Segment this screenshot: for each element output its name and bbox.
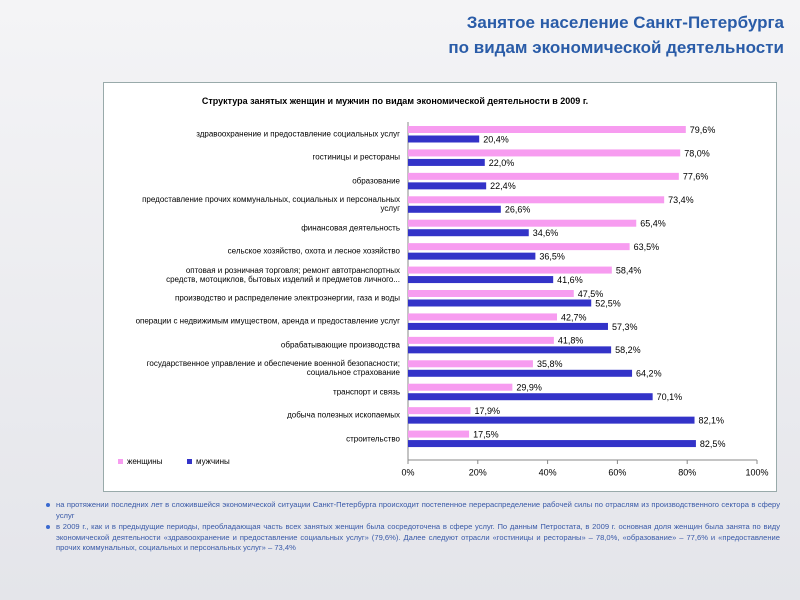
bar xyxy=(408,313,558,321)
bar xyxy=(408,369,633,377)
x-tick-label: 40% xyxy=(539,467,557,477)
x-tick-label: 100% xyxy=(745,467,768,477)
category-label: добыча полезных ископаемых xyxy=(287,410,400,420)
category-label: гостиницы и рестораны xyxy=(312,152,400,162)
x-tick-label: 0% xyxy=(401,467,414,477)
legend-swatch xyxy=(118,459,123,464)
bar xyxy=(408,196,665,204)
value-label: 22,0% xyxy=(489,158,515,168)
bullet-list: на протяжении последних лет в сложившейс… xyxy=(46,500,780,555)
value-label: 79,6% xyxy=(690,125,716,135)
value-label: 82,1% xyxy=(699,416,725,426)
title-line: Занятое население Санкт-Петербурга xyxy=(466,13,784,32)
value-label: 41,8% xyxy=(558,336,584,346)
value-label: 64,2% xyxy=(636,369,662,379)
value-label: 41,6% xyxy=(557,275,583,285)
legend-label: мужчины xyxy=(196,457,230,466)
bar xyxy=(408,322,608,330)
value-label: 58,2% xyxy=(615,345,641,355)
bar xyxy=(408,299,592,307)
bar xyxy=(408,440,696,448)
bar xyxy=(408,336,554,344)
bar xyxy=(408,407,471,415)
category-label: образование xyxy=(352,176,400,186)
value-label: 63,5% xyxy=(634,242,660,252)
category-label: сельское хозяйство, охота и лесное хозяй… xyxy=(227,246,400,256)
value-label: 34,6% xyxy=(533,228,559,238)
bar xyxy=(408,360,533,368)
category-label: транспорт и связь xyxy=(333,387,400,397)
value-label: 58,4% xyxy=(616,265,642,275)
bar xyxy=(408,205,501,213)
bar xyxy=(408,290,574,297)
category-label: финансовая деятельность xyxy=(301,223,400,233)
value-label: 29,9% xyxy=(516,383,542,393)
value-label: 78,0% xyxy=(684,148,710,158)
value-label: 52,5% xyxy=(595,298,621,308)
bar xyxy=(408,430,470,438)
value-label: 42,7% xyxy=(561,312,587,322)
chart-title: Структура занятых женщин и мужчин по вид… xyxy=(201,96,589,106)
value-label: 26,6% xyxy=(505,205,531,215)
bar xyxy=(408,182,487,190)
bar xyxy=(408,149,681,157)
x-tick-label: 20% xyxy=(469,467,487,477)
bar xyxy=(408,252,536,260)
value-label: 65,4% xyxy=(640,219,666,229)
category-label: обрабатывающие производства xyxy=(280,340,400,350)
bar xyxy=(408,346,612,354)
category-label: государственное управление и обеспечение… xyxy=(146,359,400,378)
bar xyxy=(408,416,695,424)
slide-title: Занятое население Санкт-Петербурга по ви… xyxy=(448,10,784,60)
value-label: 17,9% xyxy=(474,406,500,416)
value-label: 47,5% xyxy=(578,289,604,299)
bar xyxy=(408,126,686,133)
bullet: в 2009 г., как и в предыдущие периоды, п… xyxy=(46,522,780,554)
value-label: 57,3% xyxy=(612,322,638,332)
category-label: оптовая и розничная торговля; ремонт авт… xyxy=(166,265,400,284)
bar xyxy=(408,243,630,251)
value-label: 17,5% xyxy=(473,429,499,439)
value-label: 82,5% xyxy=(700,439,726,449)
bar xyxy=(408,219,637,227)
bar xyxy=(408,276,554,284)
x-tick-label: 60% xyxy=(608,467,626,477)
bar xyxy=(408,158,485,166)
bar xyxy=(408,172,679,180)
value-label: 36,5% xyxy=(539,252,565,262)
bar xyxy=(408,393,653,401)
bar xyxy=(408,135,480,143)
title-line: по видам экономической деятельности xyxy=(448,38,784,57)
value-label: 35,8% xyxy=(537,359,563,369)
bullet: на протяжении последних лет в сложившейс… xyxy=(46,500,780,521)
bar xyxy=(408,229,529,237)
bar xyxy=(408,266,612,274)
bar xyxy=(408,383,513,391)
category-label: операции с недвижимым имуществом, аренда… xyxy=(135,316,400,326)
value-label: 70,1% xyxy=(657,392,683,402)
category-label: предоставление прочих коммунальных, соци… xyxy=(142,195,400,214)
value-label: 22,4% xyxy=(490,181,516,191)
category-label: здравоохранение и предоставление социаль… xyxy=(196,129,400,139)
value-label: 77,6% xyxy=(683,172,709,182)
category-label: строительство xyxy=(346,434,400,444)
value-label: 73,4% xyxy=(668,195,694,205)
category-label: производство и распределение электроэнер… xyxy=(175,293,400,303)
value-label: 20,4% xyxy=(483,134,509,144)
legend-swatch xyxy=(187,459,192,464)
legend-label: женщины xyxy=(127,457,163,466)
x-tick-label: 80% xyxy=(678,467,696,477)
